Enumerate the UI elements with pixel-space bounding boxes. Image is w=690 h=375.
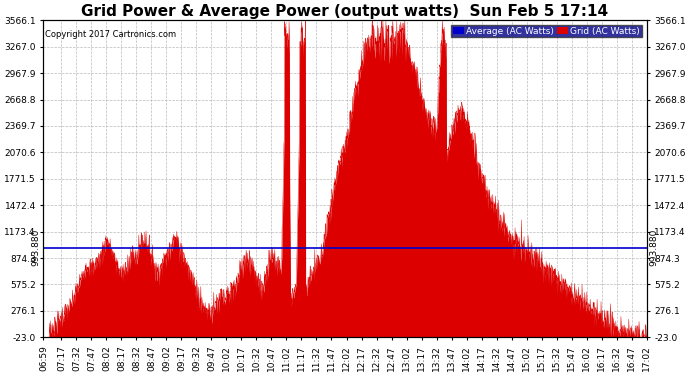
Legend: Average (AC Watts), Grid (AC Watts): Average (AC Watts), Grid (AC Watts) bbox=[451, 25, 642, 38]
Text: 993.880: 993.880 bbox=[32, 229, 41, 266]
Text: 993.880: 993.880 bbox=[649, 229, 658, 266]
Title: Grid Power & Average Power (output watts)  Sun Feb 5 17:14: Grid Power & Average Power (output watts… bbox=[81, 4, 609, 19]
Text: Copyright 2017 Cartronics.com: Copyright 2017 Cartronics.com bbox=[45, 30, 176, 39]
